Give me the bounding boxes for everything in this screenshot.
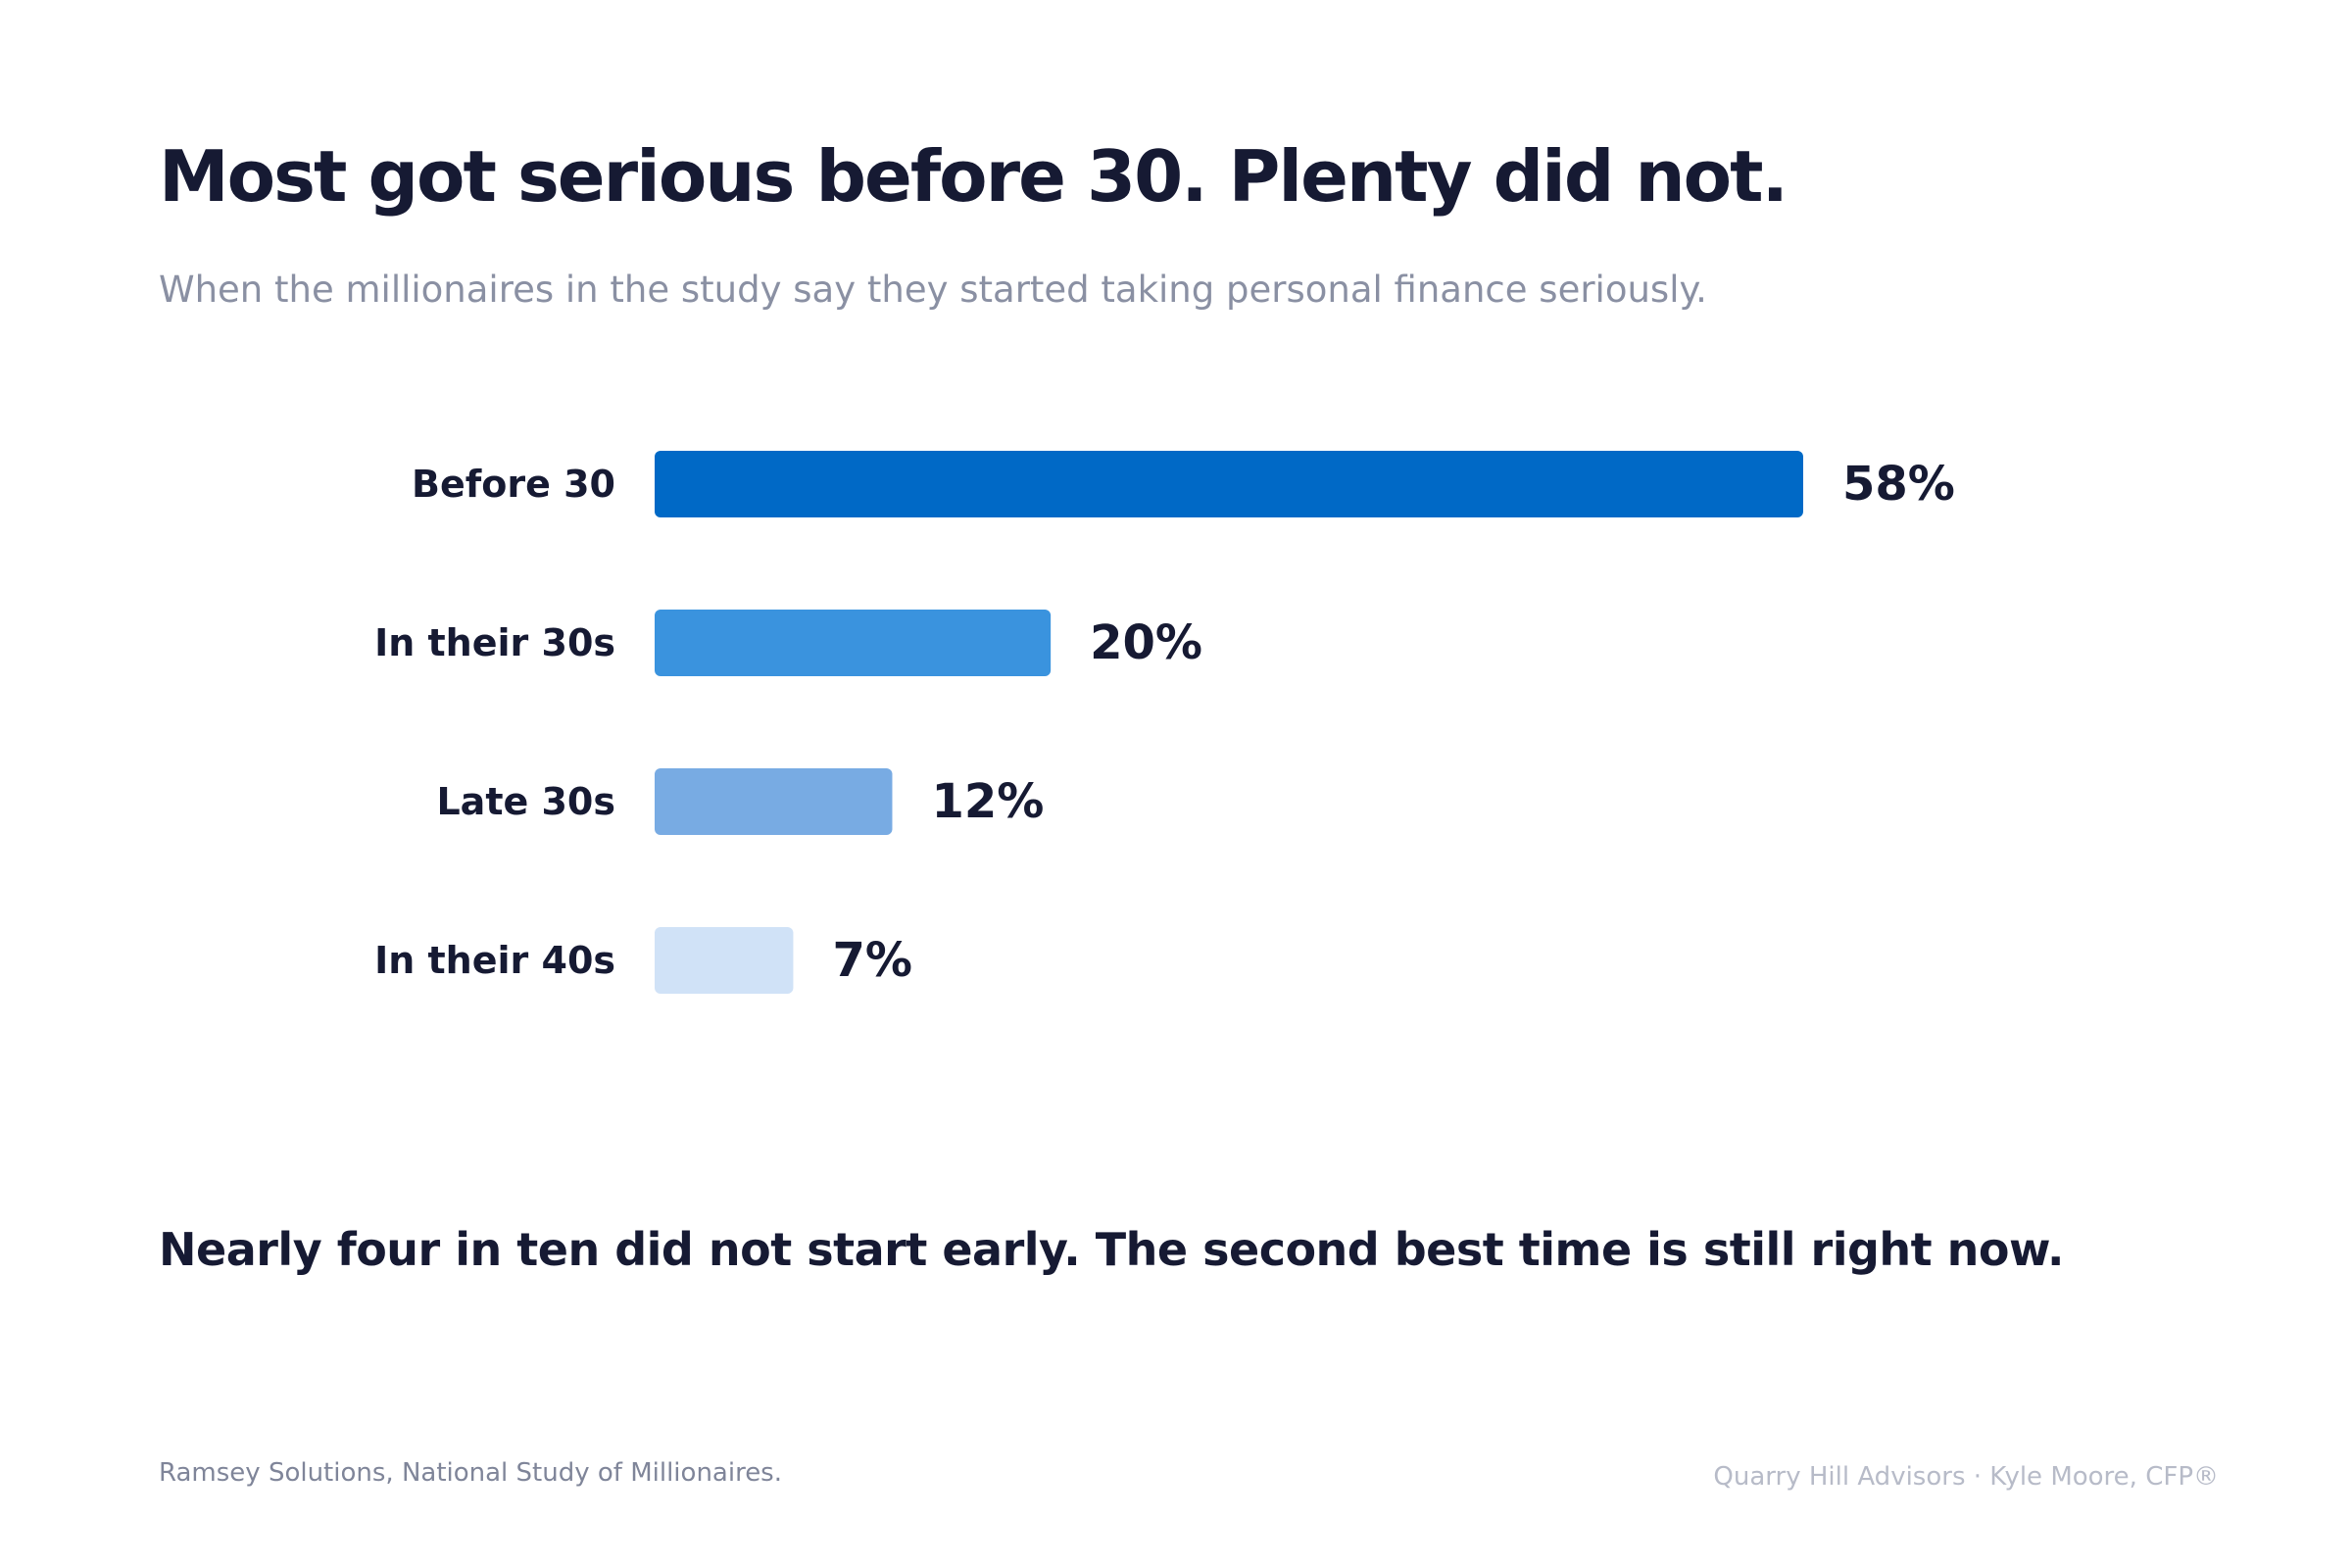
category-label: In their 40s [374,939,615,982]
category-label: Late 30s [436,780,615,823]
value-label: 7% [832,933,912,988]
bar-2 [655,768,893,835]
chart-title: Most got serious before 30. Plenty did n… [159,135,1788,218]
value-label: 20% [1090,615,1202,670]
takeaway-text: Nearly four in ten did not start early. … [159,1223,2065,1276]
source-note: Ramsey Solutions, National Study of Mill… [159,1458,782,1488]
credit-note: Quarry Hill Advisors · Kyle Moore, CFP® [1713,1462,2219,1492]
bar-3 [655,927,794,994]
bar-chart: Before 30 58% In their 30s 20% Late 30s 12% In… [374,451,1955,994]
value-label: 12% [931,774,1044,829]
bar-0 [655,451,1803,517]
bar-1 [655,610,1052,676]
category-label: In their 30s [374,621,615,664]
chart-subtitle: When the millionaires in the study say t… [159,269,1707,311]
category-label: Before 30 [412,463,615,506]
value-label: 58% [1842,457,1955,512]
